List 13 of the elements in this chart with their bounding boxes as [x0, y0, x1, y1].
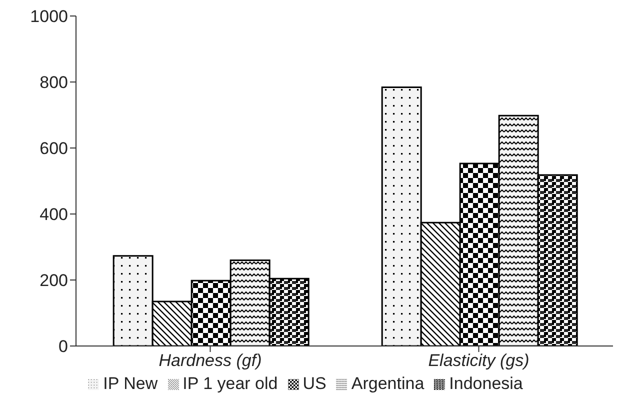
- legend-label: IP New: [103, 374, 158, 393]
- y-tick-label: 400: [40, 205, 68, 224]
- x-tick-label: Elasticity (gs): [428, 351, 530, 370]
- legend-label: IP 1 year old: [182, 374, 278, 393]
- legend-label: Argentina: [351, 374, 424, 393]
- legend-label: US: [302, 374, 326, 393]
- x-tick-label: Hardness (gf): [158, 351, 262, 370]
- y-tick-label: 0: [58, 337, 68, 356]
- legend-label: Indonesia: [449, 374, 523, 393]
- y-tick-label: 600: [40, 139, 68, 158]
- y-tick-label: 1000: [30, 7, 68, 26]
- y-tick-label: 800: [40, 73, 68, 92]
- y-tick-label: 200: [40, 271, 68, 290]
